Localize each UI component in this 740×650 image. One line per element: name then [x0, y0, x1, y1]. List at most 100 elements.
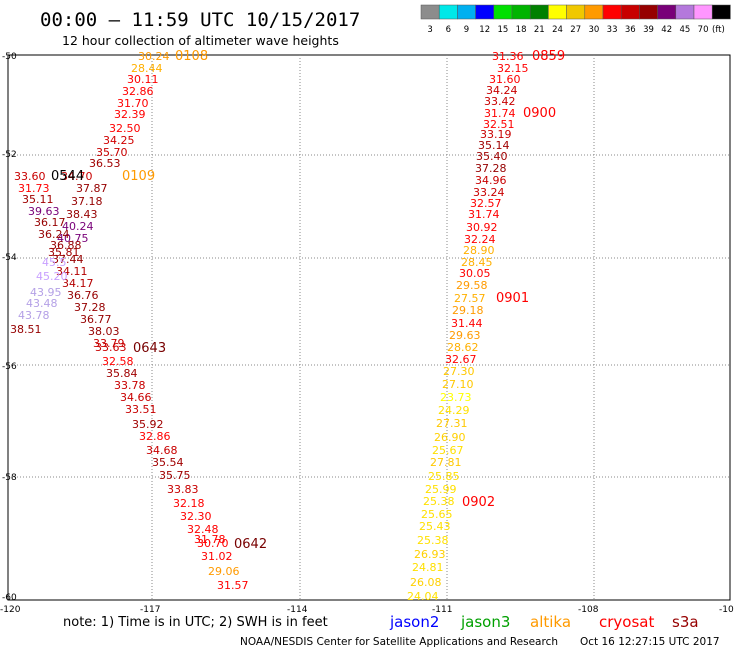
- legend-value: 24: [552, 25, 563, 35]
- wave-height-value: 43.48: [26, 297, 58, 310]
- wave-height-value: 31.02: [201, 550, 233, 563]
- wave-height-value: 32.57: [470, 197, 502, 210]
- wave-height-value: 27.81: [430, 456, 462, 469]
- legend-value: 3: [427, 25, 432, 35]
- legend-swatch: [584, 4, 604, 20]
- legend-value: 6: [446, 25, 451, 35]
- wave-height-value: 34.66: [120, 391, 152, 404]
- legend-unit: (ft): [712, 25, 725, 35]
- legend-swatch: [548, 4, 567, 20]
- wave-height-value: 25.43: [419, 520, 451, 533]
- wave-height-value: 28.62: [447, 341, 479, 354]
- pass-time-label: 0642: [234, 537, 267, 552]
- wave-height-value: 33.78: [114, 379, 146, 392]
- legend-swatch: [529, 4, 549, 20]
- legend-swatch: [602, 4, 622, 20]
- wave-height-value: 35.92: [132, 418, 164, 431]
- wave-height-value: 36.24: [38, 228, 70, 241]
- lon-label: -111: [432, 605, 452, 615]
- lat-lon-grid: [8, 55, 730, 600]
- wave-height-value: 31.44: [451, 317, 483, 330]
- wave-height-value: 37.44: [52, 253, 84, 266]
- wave-height-value: 24.04: [407, 590, 439, 603]
- wave-height-value: 34.96: [475, 174, 507, 187]
- wave-height-value: 32.48: [187, 523, 219, 536]
- wave-height-value: 29.06: [208, 565, 240, 578]
- wave-height-value: 30.24: [138, 50, 170, 63]
- wave-height-value: 34.11: [56, 265, 88, 278]
- wave-height-value: 36.77: [80, 313, 112, 326]
- legend-value: 36: [625, 25, 636, 35]
- wave-height-value: 27.31: [436, 417, 468, 430]
- pass-time-label: 0643: [133, 341, 166, 356]
- legend-value: 15: [497, 25, 508, 35]
- wave-height-value: 35.84: [106, 367, 138, 380]
- wave-height-value: 34.24: [486, 84, 518, 97]
- pass-time-label: 0109: [122, 169, 155, 184]
- wave-height-value: 31.74: [484, 107, 516, 120]
- wave-height-value: 36.88: [50, 239, 82, 252]
- wave-height-value: 32.15: [497, 62, 529, 75]
- satellite-name: cryosat: [599, 613, 654, 631]
- pass-time-label: 0544: [51, 169, 84, 184]
- legend-value: 9: [464, 25, 469, 35]
- wave-height-value: 35.11: [22, 193, 54, 206]
- pass-time-label: 0859: [532, 49, 565, 64]
- wave-height-value: 37.18: [71, 195, 103, 208]
- wave-height-value: 40.75: [57, 232, 89, 245]
- satellite-name: jason2: [389, 613, 439, 631]
- wave-height-value: 36.53: [89, 157, 121, 170]
- wave-height-value: 40.24: [62, 220, 94, 233]
- pass-time-label: 0901: [496, 291, 529, 306]
- wave-height-value: 31.73: [18, 182, 50, 195]
- plot-frame: [7, 54, 731, 601]
- wave-height-value: 30.92: [466, 221, 498, 234]
- legend-swatch: [566, 4, 586, 20]
- wave-height-value: 30.70: [197, 537, 229, 550]
- lon-label: -108: [578, 605, 599, 615]
- wave-height-value: 30.05: [459, 267, 491, 280]
- wave-height-value: 38.51: [10, 323, 42, 336]
- wave-height-value: 45.20: [36, 270, 68, 283]
- wave-height-value: 27.57: [454, 292, 486, 305]
- wave-height-value: 45.5: [42, 256, 67, 269]
- wave-height-value: 35.14: [478, 139, 510, 152]
- wave-height-value: 25.67: [432, 444, 464, 457]
- wave-height-value: 31.70: [117, 97, 149, 110]
- satellite-name: altika: [530, 613, 571, 631]
- wave-height-value: 35.75: [159, 469, 191, 482]
- generated-timestamp: Oct 16 12:27:15 UTC 2017: [580, 636, 720, 648]
- satellite-legend: jason2 jason3 altika cryosat s3a: [389, 613, 699, 631]
- wave-height-value: 25.65: [421, 508, 453, 521]
- legend-swatch: [657, 4, 677, 20]
- legend-swatch: [639, 4, 658, 20]
- wave-height-value: 31.74: [468, 208, 500, 221]
- wave-height-value: 27.30: [443, 365, 475, 378]
- legend-swatch: [693, 4, 713, 20]
- wave-height-value: 33.24: [473, 186, 505, 199]
- wave-height-value: 33.63: [95, 341, 127, 354]
- pass-time-label: 0108: [175, 49, 208, 64]
- wave-height-value: 31.60: [489, 73, 521, 86]
- legend-swatch: [493, 4, 513, 20]
- map-subtitle: 12 hour collection of altimeter wave hei…: [62, 33, 339, 48]
- wave-height-value: 32.86: [139, 430, 171, 443]
- wave-height-value: 35.40: [476, 150, 508, 163]
- legend-value: 21: [534, 25, 545, 35]
- wave-height-value: 24.29: [438, 404, 470, 417]
- map-title: 00:00 – 11:59 UTC 10/15/2017: [40, 9, 360, 31]
- wave-height-value: 29.63: [449, 329, 481, 342]
- satellite-name: jason3: [460, 613, 510, 631]
- legend-swatch: [711, 4, 731, 20]
- wave-height-value: 33.51: [125, 403, 157, 416]
- wave-height-value: 36.17: [34, 216, 66, 229]
- legend-value: 39: [643, 25, 654, 35]
- wave-height-value: 33.83: [167, 483, 199, 496]
- color-scale-legend: 3 6 9 12 15 18 21 24 27 30 33 36 39 42 45 70 (ft): [420, 4, 731, 35]
- west-track: 30.2428.4430.1132.8631.7032.3932.5034.25…: [48, 50, 249, 592]
- wave-height-value: 32.51: [483, 118, 515, 131]
- pass-time-label: 0900: [523, 106, 556, 121]
- legend-value: 30: [588, 25, 599, 35]
- wave-height-value: 29.18: [452, 304, 484, 317]
